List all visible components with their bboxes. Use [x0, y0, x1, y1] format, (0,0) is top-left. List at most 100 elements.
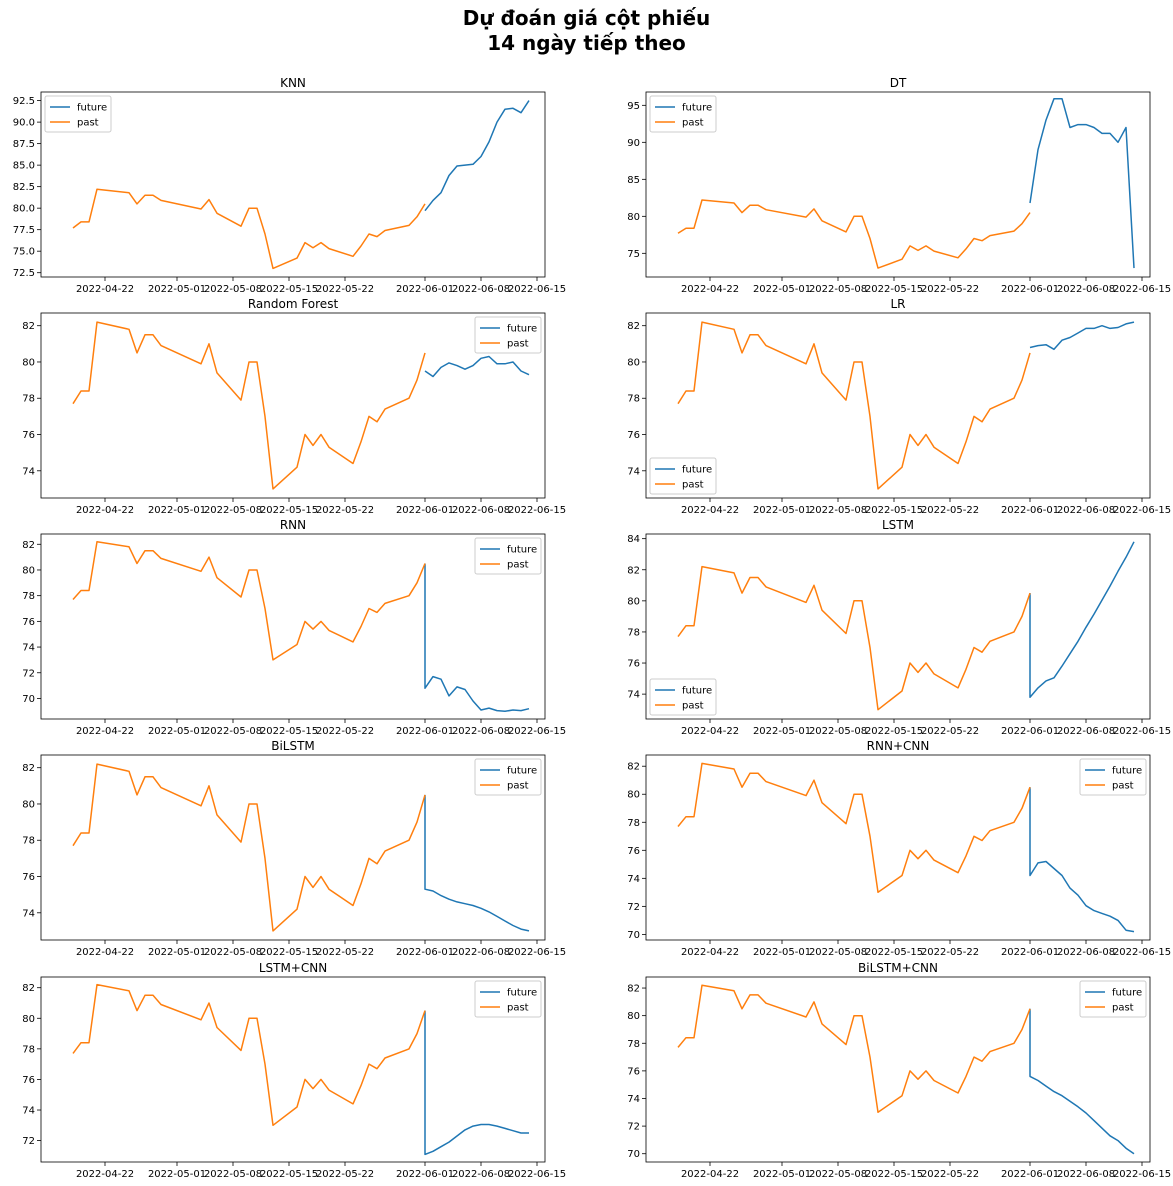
x-tick-label: 2022-06-15	[508, 947, 566, 958]
x-tick-label: 2022-06-01	[1001, 947, 1059, 958]
legend-label-future: future	[77, 103, 107, 114]
y-tick-label: 82	[22, 321, 35, 332]
x-tick-label: 2022-04-22	[76, 505, 134, 516]
legend-label-past: past	[507, 1003, 529, 1014]
x-tick-label: 2022-05-15	[260, 505, 318, 516]
axes-frame	[40, 91, 546, 278]
y-tick-label: 80	[627, 790, 640, 801]
x-tick-label: 2022-06-08	[1057, 726, 1115, 737]
series-line-past	[72, 540, 426, 661]
legend-label-future: future	[1112, 766, 1142, 777]
y-tick-label: 80	[22, 1014, 35, 1025]
x-tick-label: 2022-05-15	[260, 726, 318, 737]
x-tick-label: 2022-06-01	[396, 505, 454, 516]
y-tick-label: 82.5	[13, 182, 35, 193]
x-tick-label: 2022-04-22	[681, 284, 739, 295]
x-tick-label: 2022-06-01	[396, 726, 454, 737]
x-tick-label: 2022-05-01	[148, 505, 206, 516]
y-tick-label: 90.0	[13, 118, 35, 129]
series-line-past	[677, 762, 1031, 894]
x-tick-label: 2022-05-08	[809, 505, 867, 516]
x-tick-label: 2022-06-01	[1001, 284, 1059, 295]
y-tick-label: 80	[22, 565, 35, 576]
y-tick-label: 72.5	[13, 268, 35, 279]
subplot-title: RNN+CNN	[867, 739, 930, 753]
legend-label-past: past	[507, 781, 529, 792]
legend-box	[1079, 980, 1147, 1018]
y-tick-label: 74	[627, 1094, 640, 1105]
y-tick-label: 76	[22, 1075, 35, 1086]
legend-box	[474, 980, 542, 1018]
legend-label-future: future	[507, 324, 537, 335]
legend: future past	[649, 95, 717, 133]
x-tick-label: 2022-06-08	[1057, 1169, 1115, 1180]
legend: future past	[474, 316, 542, 354]
legend-label-past: past	[682, 118, 704, 129]
y-tick-label: 74	[22, 643, 35, 654]
x-tick-label: 2022-05-15	[260, 284, 318, 295]
x-tick-label: 2022-06-08	[452, 726, 510, 737]
series-line-future	[1029, 787, 1135, 933]
y-tick-label: 75.0	[13, 247, 35, 258]
x-tick-label: 2022-05-08	[204, 284, 262, 295]
legend-label-future: future	[682, 686, 712, 697]
x-tick-label: 2022-06-08	[1057, 947, 1115, 958]
y-tick-label: 85	[627, 175, 640, 186]
subplot-title: KNN	[280, 76, 306, 90]
legend-label-future: future	[682, 103, 712, 114]
series-line-past	[72, 983, 426, 1127]
y-tick-label: 82	[22, 540, 35, 551]
y-tick-label: 74	[627, 690, 640, 701]
legend-label-future: future	[1112, 988, 1142, 999]
y-tick-label: 84	[627, 534, 640, 545]
legend-box	[1079, 758, 1147, 796]
subplot-title: LSTM	[882, 518, 914, 532]
x-tick-label: 2022-06-15	[1113, 726, 1171, 737]
x-tick-label: 2022-05-22	[316, 726, 374, 737]
legend-label-future: future	[682, 465, 712, 476]
x-tick-label: 2022-05-08	[204, 1169, 262, 1180]
series-line-future	[424, 563, 530, 713]
legend-label-past: past	[507, 339, 529, 350]
x-tick-label: 2022-06-08	[452, 505, 510, 516]
y-tick-label: 78	[627, 394, 640, 405]
x-tick-label: 2022-06-08	[452, 947, 510, 958]
legend: future past	[1079, 758, 1147, 796]
legend-label-past: past	[1112, 1003, 1134, 1014]
legend-label-future: future	[507, 766, 537, 777]
y-tick-label: 78	[22, 394, 35, 405]
legend-label-past: past	[682, 701, 704, 712]
legend-box	[649, 457, 717, 495]
axes-frame	[645, 91, 1151, 278]
y-tick-label: 87.5	[13, 139, 35, 150]
y-tick-label: 80	[627, 357, 640, 368]
y-tick-label: 78	[627, 1039, 640, 1050]
y-tick-label: 72	[22, 1136, 35, 1147]
y-tick-label: 75	[627, 249, 640, 260]
subplot-title: LR	[890, 297, 905, 311]
x-tick-label: 2022-05-01	[753, 1169, 811, 1180]
x-tick-label: 2022-06-01	[1001, 505, 1059, 516]
x-tick-label: 2022-06-15	[508, 1169, 566, 1180]
y-tick-label: 76	[22, 430, 35, 441]
y-tick-label: 90	[627, 138, 640, 149]
y-tick-label: 82	[627, 321, 640, 332]
series-line-future	[424, 794, 530, 932]
series-line-past	[677, 984, 1031, 1114]
legend-label-past: past	[507, 560, 529, 571]
x-tick-label: 2022-05-08	[809, 947, 867, 958]
y-tick-label: 76	[627, 430, 640, 441]
y-tick-label: 72	[627, 1122, 640, 1133]
x-tick-label: 2022-05-08	[809, 726, 867, 737]
x-tick-label: 2022-06-01	[1001, 1169, 1059, 1180]
x-tick-label: 2022-05-01	[753, 505, 811, 516]
subplot-title: LSTM+CNN	[259, 961, 327, 975]
x-tick-label: 2022-06-15	[1113, 284, 1171, 295]
x-tick-label: 2022-05-22	[316, 505, 374, 516]
